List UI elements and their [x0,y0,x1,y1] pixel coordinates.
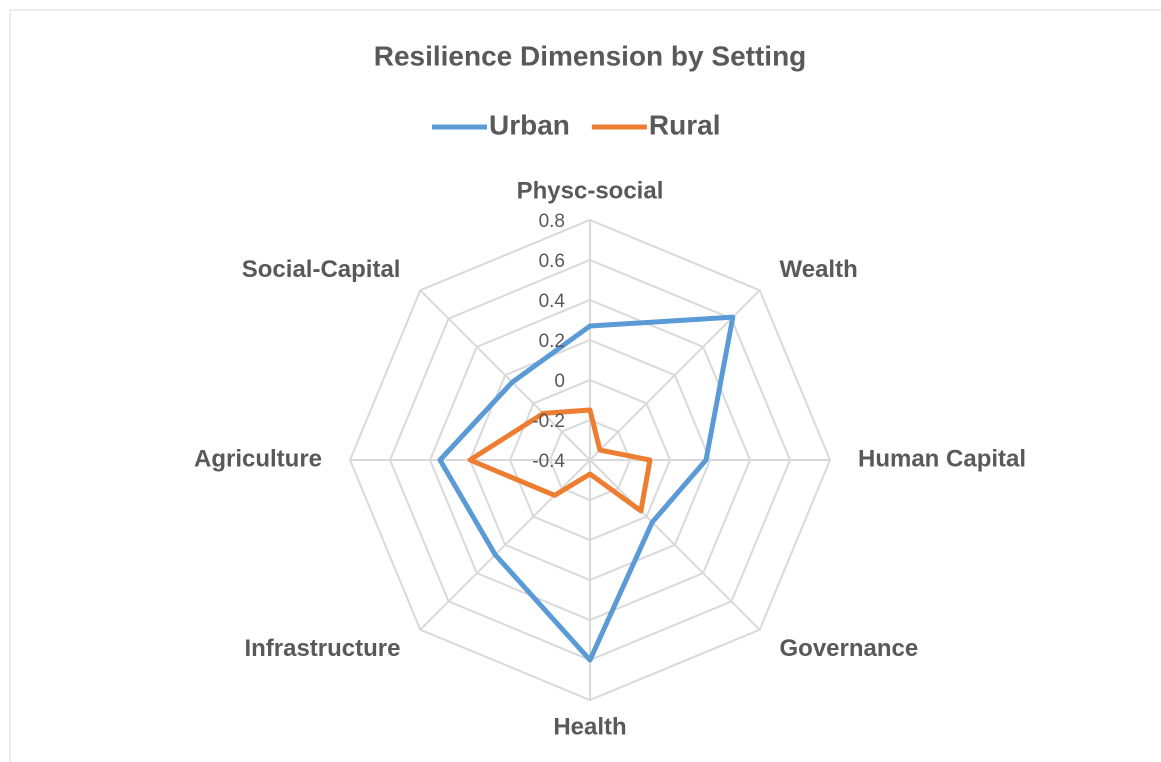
spoke [419,289,591,461]
category-label: Physc-social [517,177,664,204]
category-label: Social-Capital [242,256,401,283]
category-label: Wealth [780,256,858,283]
category-label: Agriculture [194,445,322,472]
series-line [437,314,736,663]
category-label: Governance [780,635,919,662]
y-tick-label: 0 [554,371,565,392]
category-label: Health [553,713,626,740]
legend-label: Urban [489,109,570,140]
y-tick-label: 0.4 [539,291,566,312]
category-label: Infrastructure [244,635,400,662]
category-label: Human Capital [858,445,1026,472]
chart-title: Resilience Dimension by Setting [374,40,807,71]
y-tick-label: 0.8 [539,211,565,232]
series-line [467,407,653,514]
y-tick-label: 0.2 [539,331,565,352]
y-tick-label: -0.2 [532,411,565,432]
legend-label: Rural [649,109,721,140]
y-tick-label: 0.6 [539,251,565,272]
chart-frame [9,9,1161,762]
spoke [589,459,761,631]
y-tick-label: -0.4 [532,451,565,472]
